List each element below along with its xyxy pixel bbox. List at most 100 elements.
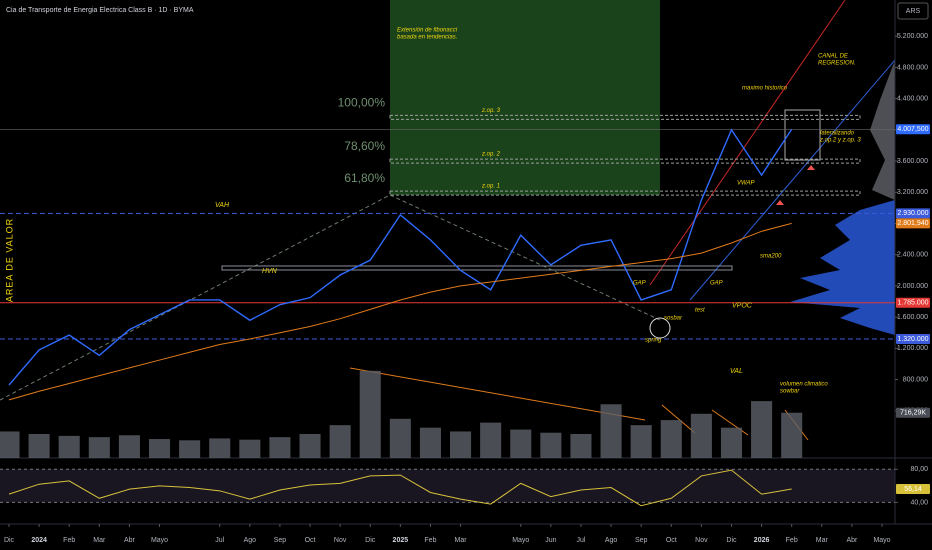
annotation: Extensión de fibonacci — [397, 28, 458, 34]
level-name: VAH — [215, 202, 230, 209]
x-tick-label: Mar — [93, 537, 106, 544]
volume-bar — [720, 427, 743, 458]
x-tick-label: Oct — [305, 537, 316, 544]
volume-bar — [751, 401, 773, 458]
price-tag — [896, 124, 930, 135]
volume-bar — [690, 413, 712, 458]
price-tag-label: 1.320.000 — [897, 336, 928, 343]
annotation: CANAL DE — [818, 54, 849, 60]
chart-title: Cia de Transporte de Energia Electrica C… — [6, 7, 194, 14]
price-tag — [896, 208, 930, 219]
price-tag-label: 4.007,500 — [897, 126, 928, 133]
annotation: basada en tendencias. — [397, 35, 457, 41]
price-tag-label: 2.930.000 — [897, 210, 928, 217]
x-tick-label: 2024 — [31, 537, 47, 544]
volume-profile — [790, 200, 895, 335]
volume-profile — [870, 60, 895, 200]
x-tick-label: Mayo — [151, 537, 168, 544]
volume-bar — [600, 404, 622, 458]
annotation: maximo historico — [742, 86, 788, 92]
series-name: sma200 — [760, 254, 782, 260]
fib-level — [389, 190, 861, 196]
annotation: test — [695, 308, 705, 314]
y-tick-label: 3.600.000 — [897, 158, 928, 165]
x-tick-label: Feb — [424, 537, 436, 544]
price-tag-label: 2.801,940 — [897, 220, 928, 227]
volume-bar — [299, 433, 321, 458]
currency-box — [897, 2, 929, 20]
price-tag — [896, 218, 930, 229]
y-tick-label: 800.000 — [903, 376, 928, 383]
price-tag — [896, 407, 930, 418]
x-tick-label: Ago — [244, 537, 257, 544]
volume-bar — [148, 439, 171, 458]
annotation: GAP — [710, 281, 723, 287]
volume-bar — [570, 433, 592, 458]
volume-bar — [389, 418, 411, 458]
x-tick-label: Sep — [274, 537, 287, 544]
volume-bar — [269, 437, 291, 458]
annotation: volumen climatico — [780, 382, 828, 388]
y-tick-label: 3.200.000 — [897, 189, 928, 196]
x-tick-label: Mar — [816, 537, 829, 544]
fib-zone — [390, 0, 660, 195]
y-tick-label: 80,00 — [910, 466, 928, 473]
y-tick-label: 5.200.000 — [897, 33, 928, 40]
volume-arrow — [661, 404, 696, 434]
x-tick-label: Mar — [455, 537, 468, 544]
rsi-band — [0, 469, 895, 503]
volume-bar — [480, 422, 502, 458]
fib-zone-label: z.op. 2 — [481, 152, 501, 158]
x-tick-label: Abr — [124, 537, 136, 544]
volume-bar — [0, 431, 20, 458]
range-box — [784, 109, 821, 161]
x-tick-label: 2025 — [393, 537, 409, 544]
x-tick-label: Nov — [695, 537, 708, 544]
fib-label: 78,60% — [344, 139, 385, 153]
y-tick-label: 4.400.000 — [897, 95, 928, 102]
x-tick-label: Feb — [63, 537, 75, 544]
x-tick-label: Jun — [545, 537, 556, 544]
fib-zone-label: z.op. 3 — [481, 108, 501, 114]
volume-bar — [179, 440, 201, 458]
annotation: AREA DE VALOR — [4, 218, 14, 302]
x-tick-label: Jul — [576, 537, 585, 544]
volume-bar — [419, 427, 441, 458]
series-line — [8, 128, 793, 386]
y-tick-label: 1.600.000 — [897, 314, 928, 321]
annotation: sosbar — [664, 316, 683, 322]
volume-arrow — [349, 367, 646, 421]
volume-bar — [329, 425, 351, 458]
x-tick-label: Mayo — [873, 537, 890, 544]
series-line — [8, 222, 792, 401]
y-tick-label: 4.800.000 — [897, 64, 928, 71]
volume-bar — [58, 435, 80, 458]
y-tick-label: 2.000.000 — [897, 283, 928, 290]
volume-bar — [118, 435, 140, 458]
hvn-band — [221, 265, 733, 271]
volume-bar — [359, 370, 381, 458]
trend-line — [0, 194, 391, 401]
price-tag — [896, 333, 930, 344]
annotation: spring — [645, 338, 662, 344]
x-tick-label: Dic — [4, 537, 15, 544]
volume-bar — [88, 437, 110, 458]
volume-bar — [209, 438, 231, 458]
fib-level — [389, 114, 861, 120]
x-tick-label: Feb — [786, 537, 798, 544]
price-tag — [896, 484, 930, 495]
fib-level — [389, 158, 861, 164]
price-tag-label: 1.785.000 — [897, 300, 928, 307]
volume-bar — [450, 431, 472, 458]
x-tick-label: Dic — [726, 537, 737, 544]
y-tick-label: 1.200.000 — [897, 345, 928, 352]
volume-bar — [28, 433, 50, 458]
volume-bar — [630, 425, 652, 458]
volume-bar — [540, 432, 562, 458]
fib-label: 61,80% — [344, 171, 385, 185]
volume-bar — [660, 420, 682, 458]
annotation: sowbar — [780, 389, 800, 395]
price-tag-label: 716,29K — [900, 410, 926, 417]
x-tick-label: Nov — [334, 537, 347, 544]
